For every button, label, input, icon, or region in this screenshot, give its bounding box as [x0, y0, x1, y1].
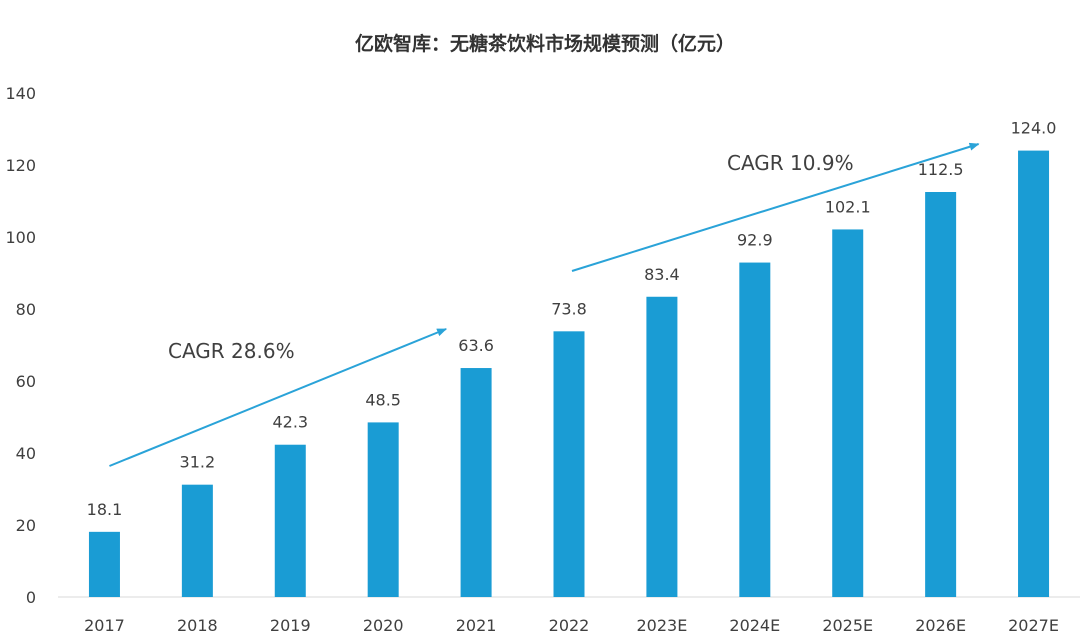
bar	[925, 192, 957, 597]
y-tick-label: 80	[16, 300, 36, 319]
bar	[832, 229, 864, 597]
chart-title: 亿欧智库：无糖茶饮料市场规模预测（亿元）	[355, 32, 735, 55]
cagr-label: CAGR 10.9%	[727, 151, 854, 175]
bar-value-label: 42.3	[272, 413, 308, 432]
bar-value-label: 18.1	[87, 500, 123, 519]
x-tick-label: 2019	[270, 616, 311, 635]
x-tick-label: 2018	[177, 616, 218, 635]
y-tick-label: 20	[16, 516, 36, 535]
x-tick-label: 2025E	[822, 616, 873, 635]
x-tick-label: 2026E	[915, 616, 966, 635]
cagr-arrow	[109, 328, 448, 467]
bar-value-label: 92.9	[737, 231, 773, 250]
y-tick-label: 120	[5, 156, 36, 175]
x-tick-label: 2023E	[636, 616, 687, 635]
value-labels: 18.1 31.2 42.3 48.5 63.6 73.8 83.4 92.9 102.1 112…	[87, 119, 1057, 519]
bar-value-label: 102.1	[825, 197, 871, 216]
cagr-label: CAGR 28.6%	[168, 339, 295, 363]
x-tick-label: 2020	[363, 616, 404, 635]
bar-value-label: 83.4	[644, 265, 680, 284]
bar-value-label: 31.2	[180, 453, 216, 472]
bar	[646, 296, 678, 597]
y-tick-label: 0	[26, 588, 36, 607]
y-tick-label: 40	[16, 444, 36, 463]
bar	[1018, 150, 1050, 597]
y-tick-label: 140	[5, 84, 36, 103]
bar	[367, 422, 399, 597]
x-tick-label: 2021	[456, 616, 497, 635]
cagr-arrow	[571, 142, 980, 272]
y-tick-label: 60	[16, 372, 36, 391]
bar-value-label: 124.0	[1011, 119, 1057, 138]
bar-value-label: 63.6	[458, 336, 494, 355]
y-tick-label: 100	[5, 228, 36, 247]
bar	[181, 484, 213, 597]
bar-value-label: 48.5	[365, 390, 401, 409]
bar	[553, 331, 585, 597]
bar-value-label: 73.8	[551, 299, 587, 318]
bar	[274, 444, 306, 597]
x-tick-label: 2027E	[1008, 616, 1059, 635]
bar	[88, 531, 120, 597]
bar	[460, 368, 492, 597]
x-axis: 2017 2018 2019 2020 2021 2022 2023E 2024E 2025E 2…	[84, 616, 1059, 635]
y-axis: 0 20 40 60 80 100 120 140	[5, 84, 36, 607]
x-tick-label: 2022	[549, 616, 590, 635]
bar	[739, 262, 771, 597]
cagr-annotations: CAGR 28.6% CAGR 10.9%	[109, 142, 980, 467]
x-tick-label: 2024E	[729, 616, 780, 635]
bar-value-label: 112.5	[918, 160, 964, 179]
bars	[88, 150, 1050, 597]
x-tick-label: 2017	[84, 616, 125, 635]
